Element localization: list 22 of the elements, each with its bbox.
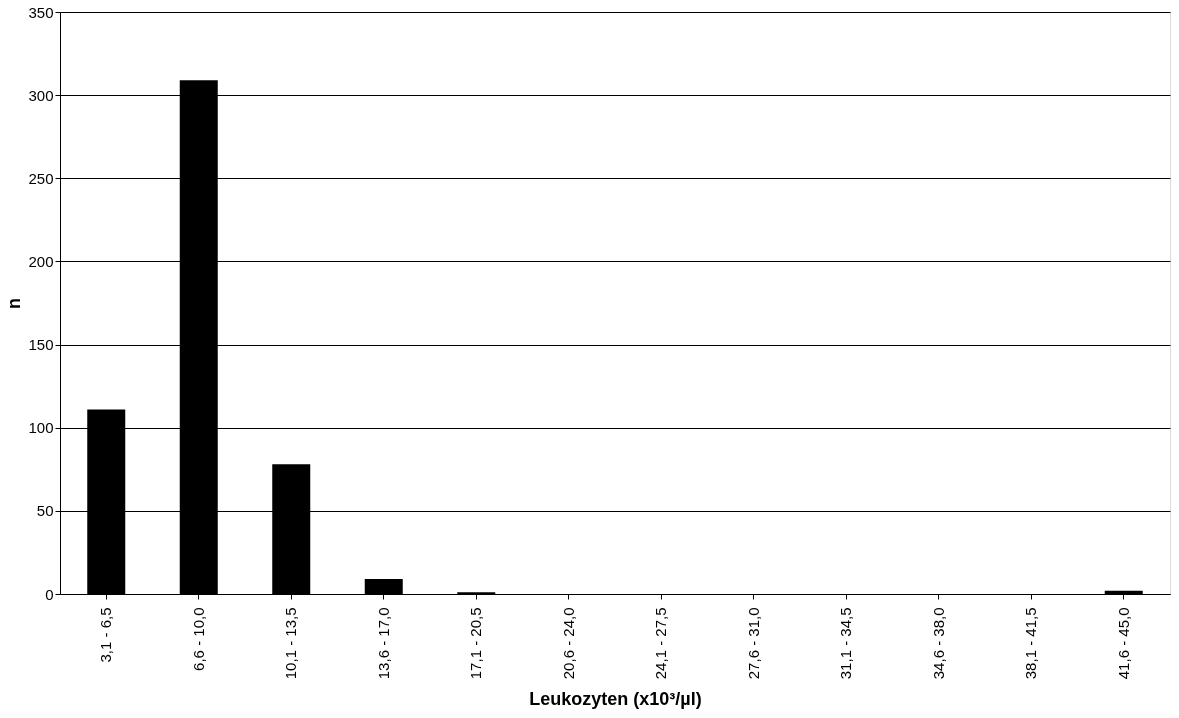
x-tick-label: 17,1 - 20,5 xyxy=(467,607,485,680)
y-tick-label: 300 xyxy=(28,86,54,104)
x-tick-label: 27,6 - 31,0 xyxy=(744,607,762,680)
y-tick-label: 100 xyxy=(28,419,54,437)
x-tick-label: 34,6 - 38,0 xyxy=(929,607,947,680)
y-tick-label: 200 xyxy=(28,252,54,270)
y-axis-title: n xyxy=(4,298,25,309)
x-tick-label: 13,6 - 17,0 xyxy=(374,607,392,680)
x-tick-label: 6,6 - 10,0 xyxy=(189,607,207,671)
x-tick-label: 3,1 - 6,5 xyxy=(97,607,115,663)
x-tick-label: 10,1 - 13,5 xyxy=(282,607,300,680)
y-tick-label: 250 xyxy=(28,169,54,187)
x-axis-title: Leukozyten (x10³/µl) xyxy=(529,689,702,710)
x-tick-label: 24,1 - 27,5 xyxy=(652,607,670,680)
x-tick-label: 31,1 - 34,5 xyxy=(837,607,855,680)
x-tick-label: 41,6 - 45,0 xyxy=(1114,607,1132,680)
y-tick-label: 350 xyxy=(28,3,54,21)
y-tick-label: 50 xyxy=(36,502,54,520)
y-tick-label: 150 xyxy=(28,336,54,354)
x-tick-label: 38,1 - 41,5 xyxy=(1022,607,1040,680)
x-tick-label: 20,6 - 24,0 xyxy=(559,607,577,680)
y-tick-label: 0 xyxy=(45,585,54,603)
